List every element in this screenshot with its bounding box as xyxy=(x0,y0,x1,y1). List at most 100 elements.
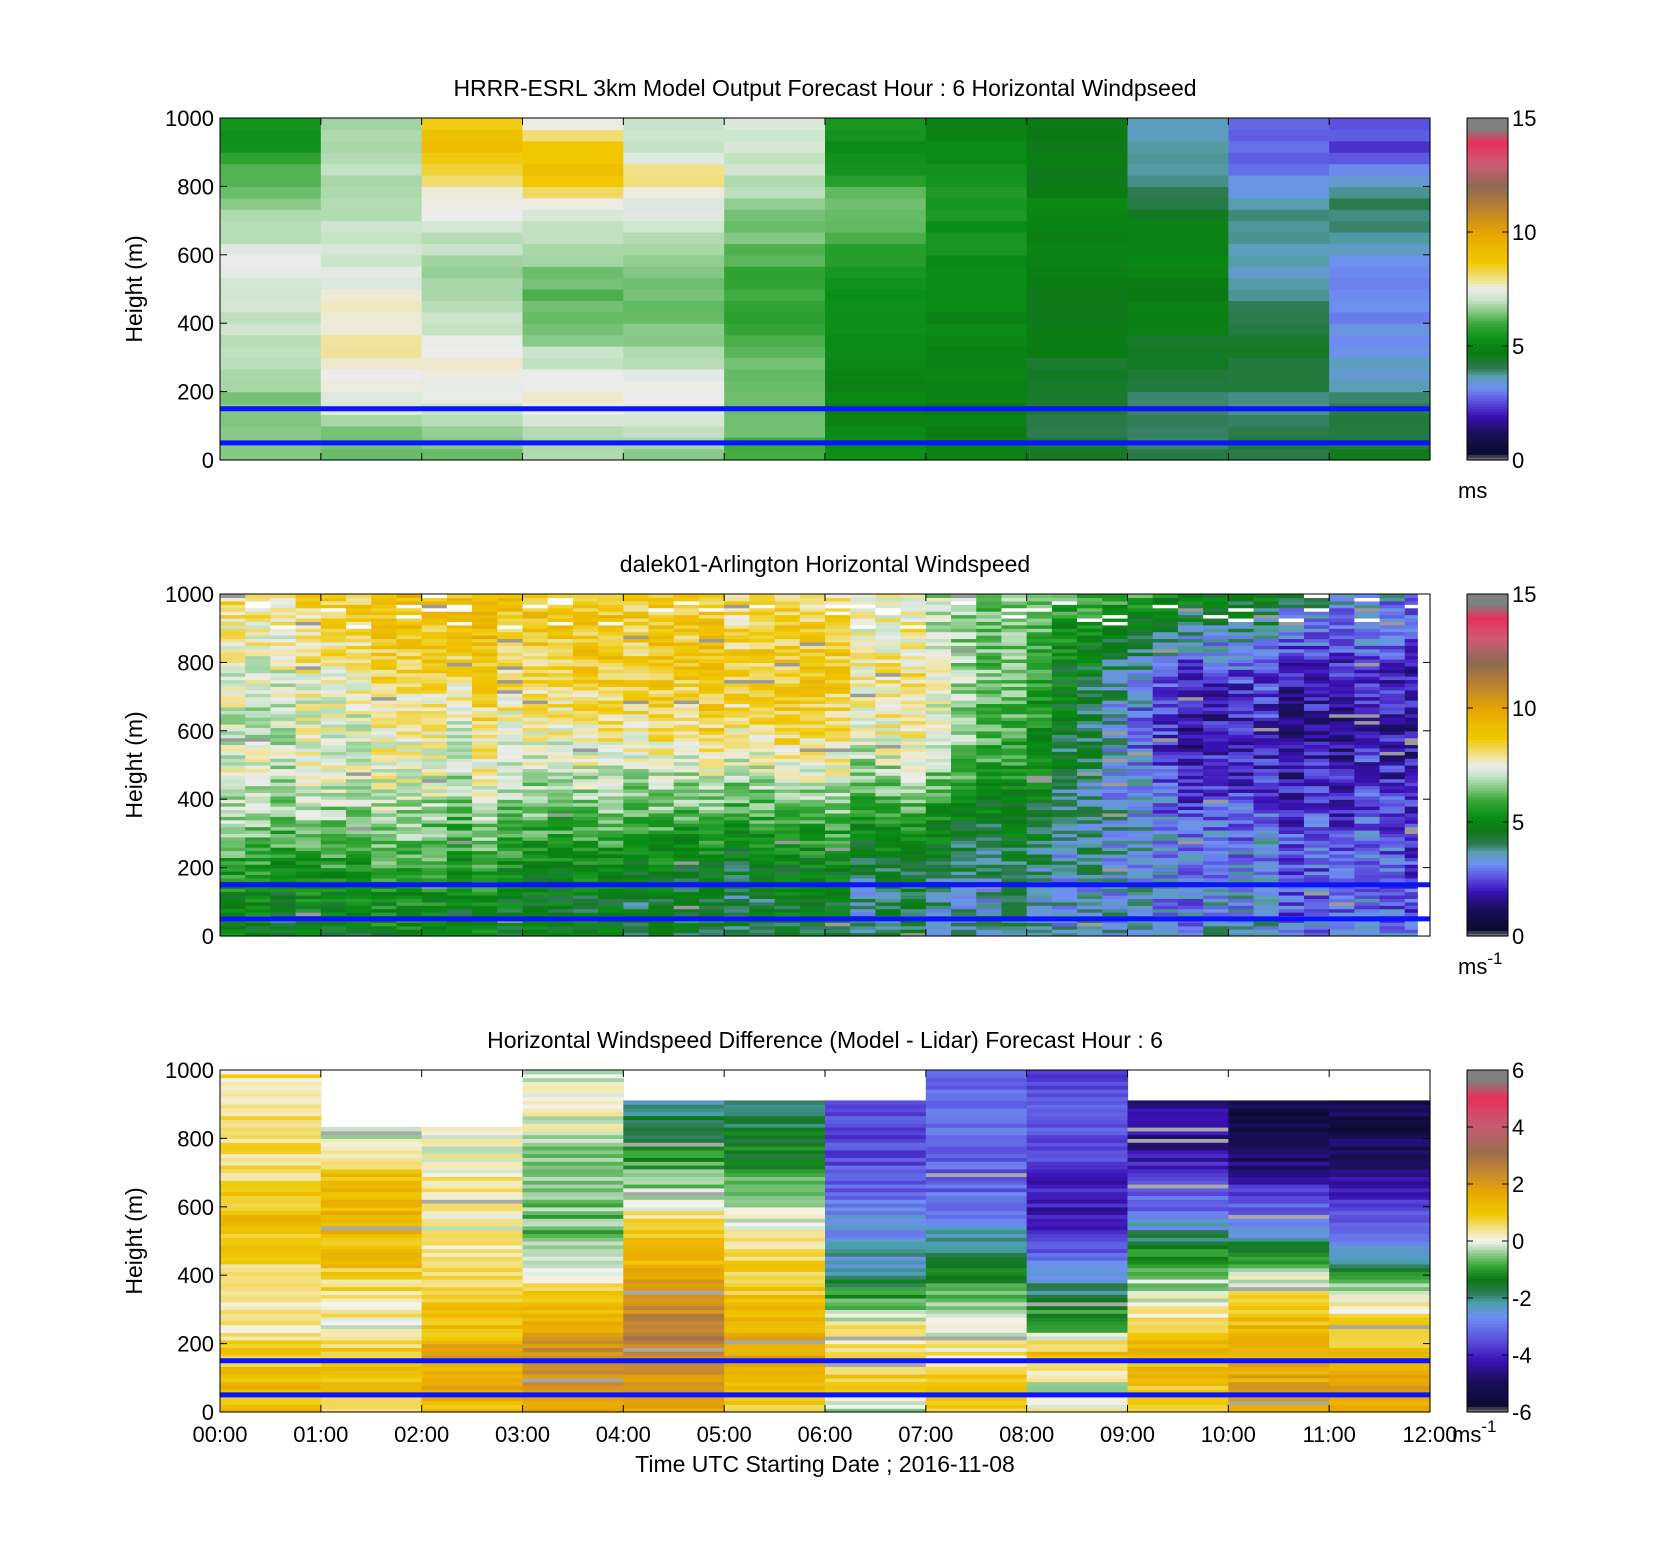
heatmap-cell xyxy=(673,847,700,852)
heatmap-cell xyxy=(421,600,448,605)
heatmap-cell xyxy=(1102,614,1129,619)
heatmap-cell xyxy=(522,614,549,619)
heatmap-cell xyxy=(1127,741,1154,746)
heatmap-cell xyxy=(749,741,776,746)
heatmap-cell xyxy=(1177,614,1204,619)
heatmap-cell xyxy=(446,676,473,681)
heatmap-cell xyxy=(1026,765,1053,770)
heatmap-cell xyxy=(1329,816,1355,821)
heatmap-cell xyxy=(1001,607,1028,612)
heatmap-cell xyxy=(1026,758,1053,763)
heatmap-cell xyxy=(598,689,624,694)
heatmap-cell xyxy=(547,713,574,718)
heatmap-cell xyxy=(1102,929,1129,934)
heatmap-cell xyxy=(472,607,498,612)
heatmap-cell xyxy=(925,414,1028,427)
heatmap-cell xyxy=(270,710,297,715)
heatmap-cell xyxy=(270,611,297,616)
heatmap-cell xyxy=(951,682,977,687)
heatmap-cell xyxy=(1228,843,1255,848)
heatmap-cell xyxy=(1329,232,1431,244)
heatmap-cell xyxy=(648,641,675,646)
heatmap-cell xyxy=(346,641,372,646)
heatmap-cell xyxy=(320,747,347,752)
heatmap-cell xyxy=(572,799,599,804)
heatmap-cell xyxy=(1001,843,1028,848)
heatmap-cell xyxy=(270,655,297,660)
heatmap-cell xyxy=(371,648,398,653)
heatmap-cell xyxy=(1303,925,1330,930)
heatmap-cell xyxy=(698,874,725,879)
heatmap-cell xyxy=(295,696,322,701)
heatmap-cell xyxy=(1051,600,1078,605)
heatmap-cell xyxy=(346,658,372,663)
heatmap-cell xyxy=(875,877,902,882)
heatmap-cell xyxy=(1203,672,1229,677)
colorbar-segment xyxy=(1467,269,1508,273)
heatmap-cell xyxy=(825,741,851,746)
heatmap-cell xyxy=(825,658,851,663)
heatmap-cell xyxy=(825,311,927,324)
heatmap-cell xyxy=(522,857,549,862)
heatmap-cell xyxy=(1303,676,1330,681)
heatmap-cell xyxy=(1001,713,1028,718)
heatmap-cell xyxy=(749,604,776,609)
heatmap-cell xyxy=(1228,840,1255,845)
heatmap-cell xyxy=(1228,289,1330,301)
heatmap-cell xyxy=(749,843,776,848)
heatmap-cell xyxy=(875,867,902,872)
heatmap-cell xyxy=(472,600,498,605)
heatmap-cell xyxy=(1127,723,1154,728)
heatmap-cell xyxy=(900,894,927,899)
heatmap-cell xyxy=(1253,888,1280,893)
heatmap-cell xyxy=(1177,901,1204,906)
heatmap-cell xyxy=(396,628,423,633)
heatmap-cell xyxy=(547,908,574,913)
heatmap-cell xyxy=(572,867,599,872)
heatmap-cell xyxy=(925,624,952,629)
heatmap-cell xyxy=(1102,624,1129,629)
heatmap-cell xyxy=(850,847,877,852)
heatmap-cell xyxy=(825,635,851,640)
heatmap-cell xyxy=(875,836,902,841)
heatmap-cell xyxy=(976,693,1003,698)
heatmap-cell xyxy=(1177,754,1204,759)
heatmap-cell xyxy=(1177,628,1204,633)
heatmap-cell xyxy=(1051,652,1078,657)
heatmap-cell xyxy=(900,713,927,718)
heatmap-cell xyxy=(472,676,498,681)
heatmap-cell xyxy=(320,788,347,793)
heatmap-cell xyxy=(497,754,524,759)
heatmap-cell xyxy=(749,925,776,930)
heatmap-cell xyxy=(220,655,246,660)
heatmap-cell xyxy=(1026,118,1129,130)
heatmap-cell xyxy=(1203,795,1229,800)
colorbar-segment xyxy=(1467,326,1508,330)
heatmap-cell xyxy=(1329,905,1355,910)
heatmap-cell xyxy=(220,891,246,896)
heatmap-cell xyxy=(648,922,675,927)
heatmap-cell xyxy=(1026,754,1053,759)
heatmap-cell xyxy=(598,662,624,667)
heatmap-cell xyxy=(724,669,750,674)
heatmap-cell xyxy=(1152,802,1179,807)
heatmap-cell xyxy=(976,840,1003,845)
heatmap-cell xyxy=(724,186,826,199)
heatmap-cell xyxy=(799,877,826,882)
heatmap-cell xyxy=(1203,594,1229,599)
heatmap-cell xyxy=(1303,758,1330,763)
heatmap-cell xyxy=(472,638,498,643)
colorbar-segment xyxy=(1467,357,1508,361)
heatmap-cell xyxy=(648,730,675,735)
heatmap-cell xyxy=(1228,809,1255,814)
heatmap-cell xyxy=(925,693,952,698)
heatmap-cell xyxy=(1127,713,1154,718)
heatmap-cell xyxy=(270,614,297,619)
heatmap-cell xyxy=(1303,823,1330,828)
heatmap-cell xyxy=(1329,867,1355,872)
heatmap-cell xyxy=(1228,277,1330,290)
heatmap-cell xyxy=(1127,311,1229,324)
heatmap-cell xyxy=(698,628,725,633)
heatmap-cell xyxy=(1077,669,1103,674)
heatmap-cell xyxy=(598,806,624,811)
